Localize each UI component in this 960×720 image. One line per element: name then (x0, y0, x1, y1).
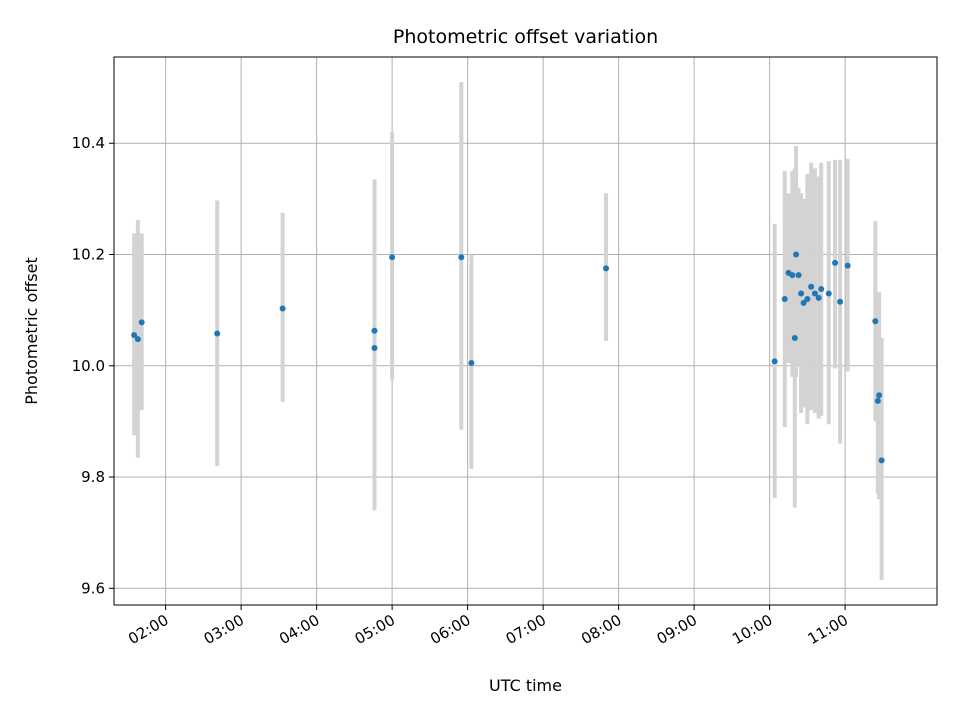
data-point (279, 305, 286, 312)
y-axis-title: Photometric offset (22, 257, 41, 405)
y-tick-label: 10.0 (72, 357, 105, 375)
chart-title: Photometric offset variation (393, 26, 658, 48)
plot-frame (113, 56, 938, 606)
data-point (872, 318, 879, 325)
y-tick-label: 9.8 (81, 468, 105, 486)
data-point (389, 254, 396, 261)
data-point (131, 332, 138, 339)
data-point (876, 392, 883, 399)
grid (114, 57, 937, 605)
data-point (874, 397, 881, 404)
y-tick-label: 10.4 (72, 134, 105, 152)
data-point (793, 251, 800, 258)
data-point (458, 254, 465, 261)
data-point (789, 272, 796, 279)
data-point (603, 265, 610, 272)
data-point (371, 327, 378, 334)
data-point (878, 457, 885, 464)
data-point (791, 334, 798, 341)
y-axis-ticks: 9.6 9.8 10.0 10.2 10.4 (72, 134, 114, 597)
y-tick-label: 9.6 (81, 579, 105, 597)
data-point (808, 283, 815, 290)
data-point (795, 272, 802, 279)
data-point (832, 259, 839, 266)
y-tick-label: 10.2 (72, 246, 105, 264)
data-point (138, 319, 145, 326)
data-point (811, 290, 818, 297)
data-point (815, 294, 822, 301)
data-point (468, 359, 475, 366)
data-point (825, 290, 832, 297)
data-points (131, 251, 885, 464)
data-point (844, 262, 851, 269)
data-point (781, 296, 788, 303)
x-axis-title: UTC time (489, 676, 562, 695)
data-point (804, 296, 811, 303)
data-point (771, 358, 778, 365)
data-point (371, 344, 378, 351)
data-point (134, 336, 141, 343)
data-point (818, 285, 825, 292)
data-point (837, 298, 844, 305)
data-point (800, 299, 807, 306)
data-point (214, 330, 221, 337)
data-point (798, 290, 805, 297)
